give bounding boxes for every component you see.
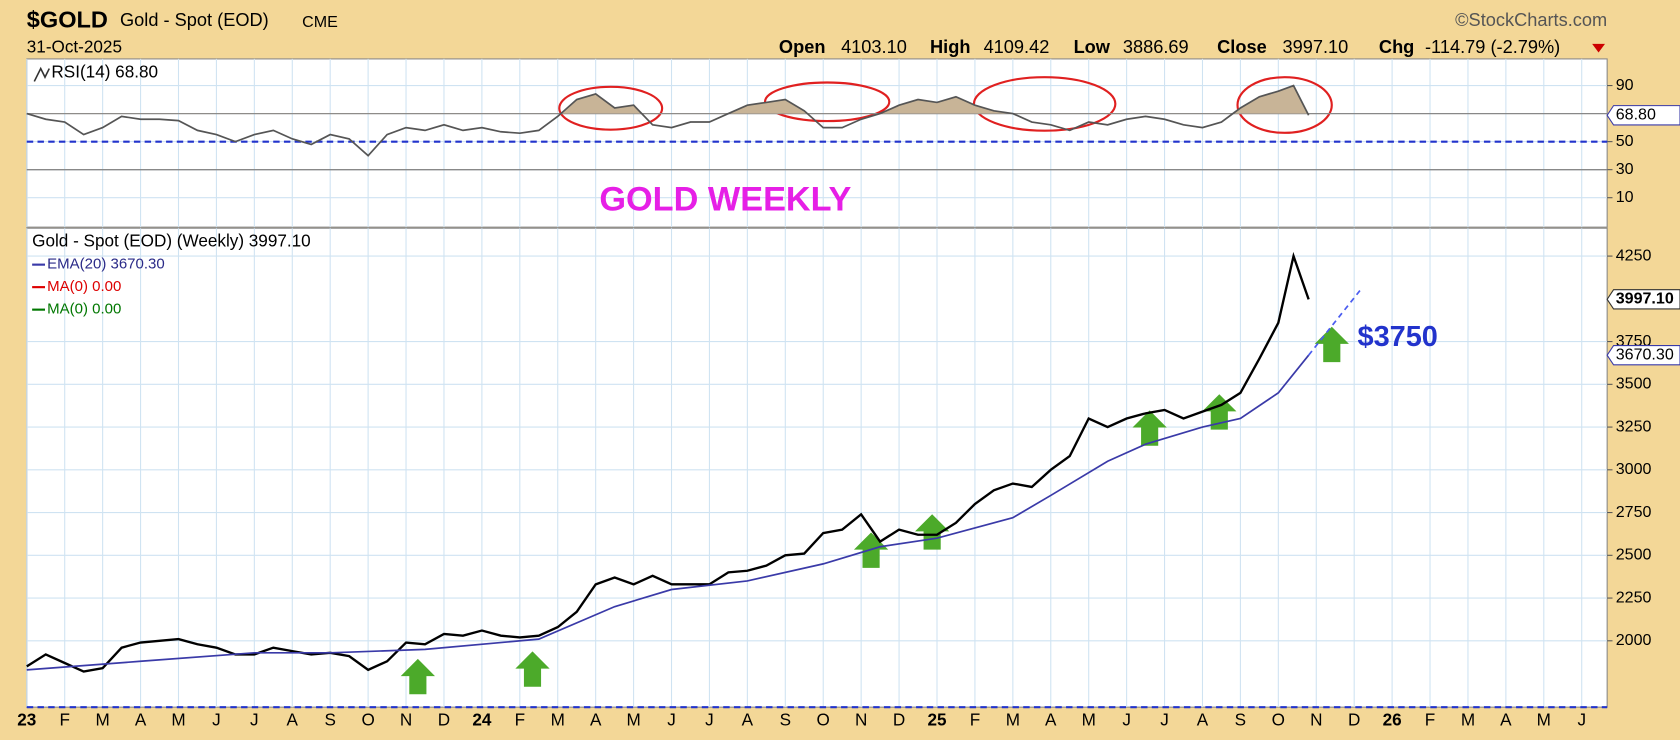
rsi-icon (33, 66, 51, 82)
x-tick-label: A (590, 710, 602, 730)
series-line (26, 354, 1310, 671)
ma-legend: MA(0) 0.00 (47, 278, 121, 295)
x-tick-label: M (551, 710, 565, 730)
y-tick-label: 30 (1616, 160, 1634, 178)
low: 3886.69 (1123, 37, 1189, 57)
x-tick-label: D (893, 710, 905, 730)
down-arrow (1592, 43, 1605, 53)
x-tick-label: N (1310, 710, 1322, 730)
annotation: $3750 (1358, 321, 1438, 353)
arrow (515, 651, 550, 687)
exchange: CME (302, 13, 338, 31)
circle (1236, 76, 1333, 134)
y-tick-label: 50 (1616, 132, 1634, 150)
rsi-panel (26, 58, 1608, 228)
panel-title: GOLD WEEKLY (599, 180, 851, 218)
x-tick-label: M (96, 710, 110, 730)
y-tick-label: 2500 (1616, 546, 1652, 564)
high-label: High (930, 37, 970, 57)
x-tick-label: S (324, 710, 335, 730)
close-label: Close (1217, 37, 1267, 57)
x-tick-label: 26 (1383, 710, 1402, 730)
x-tick-label: A (1500, 710, 1512, 730)
x-tick-label: M (626, 710, 640, 730)
end-label: 3997.10 (1616, 290, 1674, 308)
end-label: 3670.30 (1616, 345, 1674, 363)
circle (558, 85, 664, 131)
x-tick-label: M (1082, 710, 1096, 730)
y-tick-label: 10 (1616, 188, 1634, 206)
end-label-box (1606, 105, 1680, 126)
x-tick-label: N (400, 710, 412, 730)
x-tick-label: S (780, 710, 791, 730)
y-tick-label: 90 (1616, 76, 1634, 94)
x-tick-label: A (135, 710, 147, 730)
x-tick-label: F (59, 710, 69, 730)
x-tick-label: J (212, 710, 221, 730)
source: ©StockCharts.com (1455, 10, 1607, 30)
name: Gold - Spot (EOD) (120, 10, 269, 30)
grid (26, 58, 1608, 708)
x-tick-label: F (1425, 710, 1435, 730)
y-tick-label: 3250 (1616, 417, 1652, 435)
x-tick-label: F (515, 710, 525, 730)
x-tick-label: M (1006, 710, 1020, 730)
end-label-box (1606, 289, 1680, 310)
open: 4103.10 (841, 37, 907, 57)
x-tick-label: A (287, 710, 299, 730)
high: 4109.42 (984, 37, 1050, 57)
y-tick-label: 2000 (1616, 631, 1652, 649)
ma-legend: MA(0) 0.00 (47, 301, 121, 318)
series-line (26, 84, 1310, 157)
x-tick-label: D (438, 710, 450, 730)
end-label-box (1606, 345, 1680, 366)
ema-legend: EMA(20) 3670.30 (47, 256, 165, 273)
x-tick-label: S (1235, 710, 1246, 730)
x-tick-label: M (171, 710, 185, 730)
x-tick-label: A (1045, 710, 1057, 730)
y-tick-label: 2750 (1616, 503, 1652, 521)
x-tick-label: J (250, 710, 259, 730)
x-tick-label: J (667, 710, 676, 730)
x-tick-label: D (1348, 710, 1360, 730)
x-tick-label: O (361, 710, 374, 730)
x-tick-label: A (1197, 710, 1209, 730)
x-tick-label: 24 (472, 710, 492, 730)
x-tick-label: J (1160, 710, 1169, 730)
x-tick-label: A (742, 710, 754, 730)
symbol: $GOLD (27, 7, 108, 33)
rsi-legend: RSI(14) 68.80 (51, 61, 158, 81)
x-tick-label: J (705, 710, 714, 730)
x-tick-label: 25 (927, 710, 947, 730)
x-tick-label: M (1537, 710, 1551, 730)
price-legend: Gold - Spot (EOD) (Weekly) 3997.10 (32, 231, 311, 251)
close: 3997.10 (1283, 37, 1349, 57)
x-tick-label: F (970, 710, 980, 730)
x-tick-label: M (1461, 710, 1475, 730)
series-line (1307, 287, 1363, 356)
low-label: Low (1074, 37, 1111, 57)
x-tick-label: O (1272, 710, 1285, 730)
x-tick-label: 23 (17, 710, 36, 730)
y-tick-label: 2250 (1616, 588, 1652, 606)
open-label: Open (779, 37, 826, 57)
x-tick-label: N (855, 710, 867, 730)
y-tick-label: 3500 (1616, 375, 1652, 393)
date: 31-Oct-2025 (27, 37, 122, 57)
x-tick-label: J (1577, 710, 1586, 730)
chg: -114.79 (-2.79%) (1425, 37, 1560, 57)
price-panel (26, 227, 1608, 708)
y-tick-label: 3000 (1616, 460, 1652, 478)
end-label: 68.80 (1616, 106, 1656, 124)
chg-label: Chg (1379, 37, 1414, 57)
y-tick-label: 4250 (1616, 246, 1652, 264)
x-tick-label: J (1122, 710, 1131, 730)
x-tick-label: O (817, 710, 830, 730)
